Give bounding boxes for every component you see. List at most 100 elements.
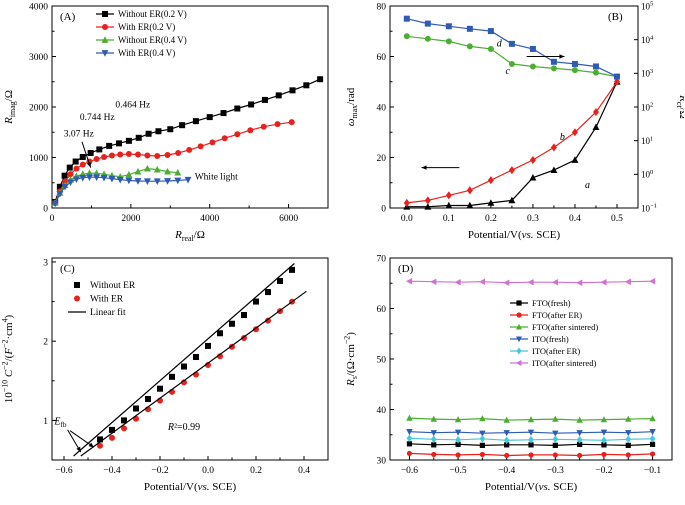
axes-B: 0.0 0.1 0.2 0.3 0.4 0.5 0 20 40 60 80 105 104 103 102 1…: [345, 1, 684, 241]
chart-panel-B: 0.0 0.1 0.2 0.3 0.4 0.5 0 20 40 60 80 105 104 103 102 1…: [345, 1, 684, 241]
svg-text:30: 30: [377, 456, 387, 466]
svg-text:0.1: 0.1: [443, 214, 455, 224]
svg-text:ωmax/rad: ωmax/rad: [345, 87, 359, 126]
axes-D: −0.6 −0.5 −0.4 −0.3 −0.2 −0.1 30 40 50 60 70 Potent…: [342, 254, 673, 493]
svg-text:0.5: 0.5: [611, 214, 623, 224]
svg-text:40: 40: [377, 103, 387, 113]
svg-text:2000: 2000: [121, 214, 140, 224]
series-linear-fit-2: [80, 290, 307, 457]
svg-text:3: 3: [43, 258, 48, 268]
series-without-er-02v: [52, 76, 324, 205]
legend-A: Without ER(0.2 V) With ER(0.2 V) Without E…: [96, 9, 187, 58]
svg-text:40: 40: [377, 406, 387, 416]
svg-text:10−10 C−2/(F−2·cm4): 10−10 C−2/(F−2·cm4): [0, 314, 15, 403]
annotations-B: d c b a: [421, 38, 590, 191]
svg-text:2: 2: [43, 338, 48, 348]
series-curve-d: [403, 15, 620, 80]
series-with-er-04v: [51, 174, 192, 208]
svg-text:3.07 Hz: 3.07 Hz: [64, 129, 94, 139]
axes-C: −0.6 −0.4 −0.2 0.0 0.2 0.4 1 2 3 Potential/V(vs. …: [0, 257, 329, 493]
svg-text:ITO(fresh): ITO(fresh): [532, 334, 569, 344]
svg-text:−0.2: −0.2: [151, 466, 168, 476]
svg-text:(D): (D): [398, 263, 414, 275]
svg-text:(A): (A): [60, 11, 76, 23]
svg-text:70: 70: [377, 254, 387, 264]
svg-text:0.744 Hz: 0.744 Hz: [80, 113, 115, 123]
series-without-er-04v: [51, 164, 182, 206]
svg-text:(C): (C): [60, 263, 75, 275]
svg-text:0.3: 0.3: [527, 214, 539, 224]
svg-text:102: 102: [641, 102, 653, 113]
svg-text:R²=0.99: R²=0.99: [167, 422, 200, 433]
series-curve-b: [403, 77, 620, 207]
svg-text:0.2: 0.2: [250, 466, 262, 476]
series-fto-after-sintered: [406, 414, 656, 423]
svg-text:Rimag/Ω: Rimag/Ω: [3, 90, 17, 125]
svg-text:White light: White light: [195, 173, 238, 183]
svg-text:Rs/(Ω·cm−2): Rs/(Ω·cm−2): [342, 332, 359, 387]
series-linear-fit-1: [73, 263, 295, 457]
svg-text:(B): (B): [608, 11, 623, 23]
svg-text:FTO(fresh): FTO(fresh): [532, 298, 571, 308]
svg-text:20: 20: [377, 154, 387, 164]
svg-text:103: 103: [641, 68, 653, 79]
svg-text:0.4: 0.4: [298, 466, 310, 476]
svg-text:0: 0: [381, 204, 386, 214]
svg-text:Without ER(0.2 V): Without ER(0.2 V): [118, 9, 187, 19]
svg-text:−0.1: −0.1: [644, 466, 661, 476]
svg-text:100: 100: [641, 169, 653, 180]
legend-C: Without ER With ER Linear fit: [68, 281, 136, 318]
svg-text:c: c: [505, 66, 510, 77]
svg-text:50: 50: [377, 355, 387, 365]
svg-text:0.0: 0.0: [202, 466, 214, 476]
series-fto-after-er: [406, 450, 656, 459]
svg-text:With ER(0.2 V): With ER(0.2 V): [118, 22, 175, 32]
series-with-er-02v: [52, 119, 295, 206]
svg-text:80: 80: [377, 2, 387, 12]
svg-text:10−1: 10−1: [641, 203, 657, 214]
svg-text:Without ER: Without ER: [90, 281, 136, 291]
svg-text:1: 1: [43, 417, 48, 427]
svg-text:FTO(after ER): FTO(after ER): [532, 310, 582, 320]
svg-text:−0.2: −0.2: [595, 466, 612, 476]
svg-text:a: a: [585, 180, 590, 191]
annotations-A: 0.464 Hz0.744 Hz 3.07 Hz White light: [64, 101, 238, 183]
series-ito-after-er: [406, 434, 656, 445]
svg-text:3000: 3000: [29, 53, 48, 63]
svg-text:0.464 Hz: 0.464 Hz: [115, 101, 150, 111]
svg-text:−0.6: −0.6: [55, 466, 72, 476]
svg-text:−0.5: −0.5: [449, 466, 466, 476]
series-fto-fresh: [406, 441, 656, 448]
svg-text:Rct/Ω: Rct/Ω: [675, 94, 684, 119]
svg-text:With ER: With ER: [90, 295, 124, 305]
svg-text:101: 101: [641, 135, 653, 146]
svg-text:Potential/V(vs. SCE): Potential/V(vs. SCE): [468, 229, 561, 241]
svg-text:Potential/V(vs. SCE): Potential/V(vs. SCE): [485, 481, 578, 493]
axes-A: 0 2000 4000 6000 0 1000 2000 3000 4000 Rreal/Ω Rim…: [3, 2, 329, 243]
svg-text:0: 0: [43, 204, 48, 214]
svg-text:60: 60: [377, 53, 387, 63]
svg-text:Without ER(0.4 V): Without ER(0.4 V): [118, 35, 187, 45]
svg-text:6000: 6000: [279, 214, 298, 224]
svg-text:ITO(after ER): ITO(after ER): [532, 346, 580, 356]
svg-text:0.4: 0.4: [569, 214, 581, 224]
series-without-er: [97, 266, 295, 443]
svg-text:Potential/V(vs. SCE): Potential/V(vs. SCE): [144, 481, 237, 493]
chart-panel-C: −0.6 −0.4 −0.2 0.0 0.2 0.4 1 2 3 Potential/V(vs. …: [0, 257, 329, 493]
svg-text:ITO(after sintered): ITO(after sintered): [532, 358, 596, 368]
svg-text:0.2: 0.2: [485, 214, 497, 224]
svg-text:105: 105: [641, 1, 653, 12]
svg-text:FTO(after sintered): FTO(after sintered): [532, 322, 598, 332]
svg-text:−0.4: −0.4: [103, 466, 120, 476]
svg-text:104: 104: [641, 34, 654, 45]
svg-text:Rreal/Ω: Rreal/Ω: [174, 229, 205, 243]
svg-text:With ER(0.4 V): With ER(0.4 V): [118, 48, 175, 58]
series-ito-after-sintered: [405, 278, 656, 286]
chart-panel-A: 0 2000 4000 6000 0 1000 2000 3000 4000 Rreal/Ω Rim…: [3, 2, 329, 243]
svg-text:2000: 2000: [29, 103, 48, 113]
legend-D: FTO(fresh) FTO(after ER) FTO(after sintere…: [510, 298, 598, 368]
chart-panel-D: −0.6 −0.5 −0.4 −0.3 −0.2 −0.1 30 40 50 60 70 Potent…: [342, 254, 673, 493]
svg-text:Efb: Efb: [53, 416, 67, 429]
svg-text:Linear fit: Linear fit: [90, 307, 126, 318]
